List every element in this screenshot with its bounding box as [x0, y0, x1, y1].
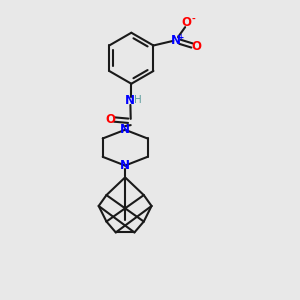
Text: O: O	[191, 40, 201, 53]
Text: N: N	[171, 34, 181, 47]
Text: O: O	[182, 16, 192, 29]
Text: H: H	[134, 95, 142, 105]
Text: -: -	[192, 15, 195, 24]
Text: +: +	[178, 33, 184, 42]
Text: N: N	[120, 123, 130, 136]
Text: N: N	[125, 94, 135, 107]
Text: O: O	[106, 113, 116, 126]
Text: N: N	[120, 159, 130, 172]
